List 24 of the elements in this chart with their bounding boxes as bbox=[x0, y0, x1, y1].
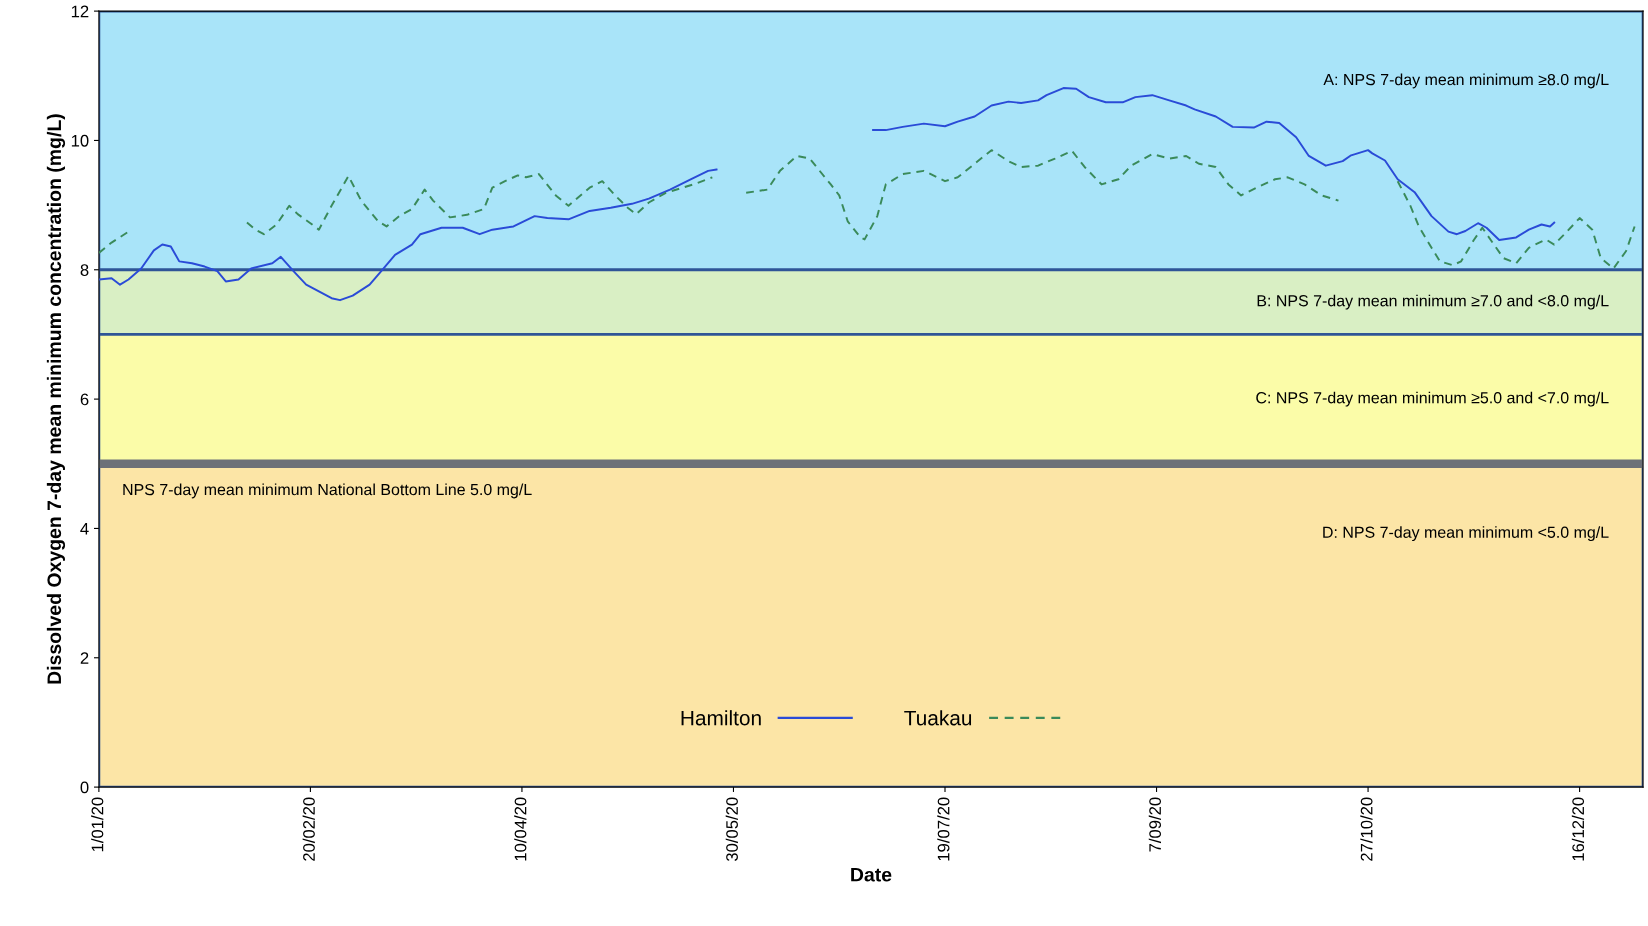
legend-label: Tuakau bbox=[904, 710, 972, 726]
y-axis-title: Dissolved Oxygen 7-day mean minimum concentration (mg/L) bbox=[46, 114, 66, 684]
x-tick-label: 20/02/20 bbox=[302, 797, 315, 861]
band-label: B: NPS 7-day mean minimum ≥7.0 and <8.0 mg/L bbox=[1257, 294, 1609, 310]
band-label: A: NPS 7-day mean minimum ≥8.0 mg/L bbox=[1323, 73, 1609, 89]
band-label: D: NPS 7-day mean minimum <5.0 mg/L bbox=[1323, 526, 1609, 542]
y-tick-label: 8 bbox=[80, 264, 89, 276]
x-tick-label: 16/12/20 bbox=[1571, 797, 1585, 861]
y-tick-label: 0 bbox=[80, 781, 89, 794]
y-tick-label: 2 bbox=[80, 652, 89, 664]
y-tick-label: 6 bbox=[80, 393, 89, 406]
x-axis-title: Date bbox=[851, 867, 892, 882]
x-tick-label: 7/09/20 bbox=[1148, 797, 1162, 852]
y-tick-label: 12 bbox=[71, 5, 89, 18]
band-label: C: NPS 7-day mean minimum ≥5.0 and <7.0 mg/L bbox=[1256, 391, 1609, 407]
x-tick-label: 30/05/20 bbox=[725, 797, 738, 862]
x-tick-label: 27/10/20 bbox=[1360, 797, 1373, 861]
y-tick-label: 10 bbox=[71, 134, 89, 147]
ref-line-label: NPS 7-day mean minimum National Bottom Line 5.0 mg/L bbox=[123, 483, 532, 499]
x-tick-label: 19/07/20 bbox=[937, 797, 950, 861]
x-tick-label: 1/01/20 bbox=[91, 797, 104, 852]
y-tick-label: 4 bbox=[80, 523, 89, 535]
x-tick-label: 10/04/20 bbox=[514, 797, 527, 861]
legend-label: Hamilton bbox=[681, 710, 761, 726]
